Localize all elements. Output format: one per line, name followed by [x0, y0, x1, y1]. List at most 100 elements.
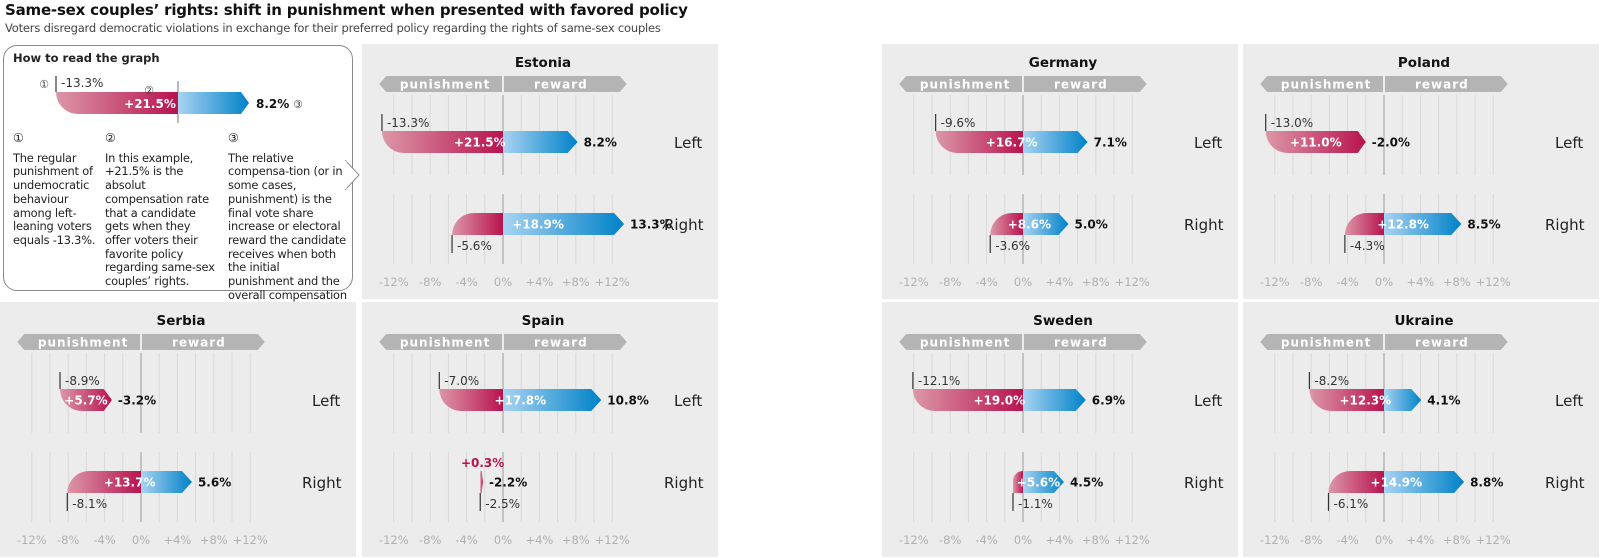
punishment-segment: [1309, 389, 1384, 411]
example-bar: ① -13.3% ② +21.5% 8.2% ③: [39, 76, 303, 123]
banner-reward-label: reward: [1054, 78, 1108, 92]
compensation-label: +8.6%: [1008, 218, 1051, 232]
tick-label: +12%: [1115, 533, 1150, 547]
row-label-right: Right: [1184, 474, 1224, 492]
note-2-marker: ②: [105, 131, 116, 145]
how-to-read-box: How to read the graph ① -13.3% ② +21.5% …: [3, 45, 353, 329]
tick-label: -4%: [93, 533, 115, 547]
punishment-label: -8.2%: [1314, 374, 1349, 388]
reward-segment: [1023, 213, 1069, 235]
tick-label: +12%: [233, 533, 268, 547]
example-final-label: 8.2%: [256, 97, 289, 111]
panel-title: Spain: [522, 313, 565, 329]
reward-segment: [1384, 471, 1465, 493]
reward-segment: [141, 471, 192, 493]
final-label: 5.6%: [198, 476, 231, 490]
tick-label: -12%: [899, 275, 929, 289]
final-label: 13.3%: [630, 218, 672, 232]
tick-label: -4%: [455, 275, 477, 289]
panel-spain: Spain punishment reward -12% -8% -4% 0% +4% +8% +…: [362, 302, 718, 557]
banner-punishment-label: punishment: [400, 336, 490, 350]
panel-chart: Ukraine punishment reward -12% -8% -4% 0% +4% +8…: [1260, 313, 1585, 547]
panel-chart: Sweden punishment reward -12% -8% -4% 0% +4% +8%…: [899, 313, 1224, 547]
banner-reward-label: reward: [1415, 336, 1469, 350]
tick-label: -8%: [1300, 533, 1322, 547]
final-label: 8.5%: [1467, 218, 1500, 232]
banner-reward-label: reward: [534, 78, 588, 92]
final-label: -2.0%: [1372, 136, 1410, 150]
punishment-segment: [1328, 471, 1384, 493]
row-label-right: Right: [1545, 216, 1585, 234]
final-label: 10.8%: [607, 394, 649, 408]
row-label-right: Right: [302, 474, 342, 492]
panel-ukraine: Ukraine punishment reward -12% -8% -4% 0% +4% +8…: [1243, 302, 1599, 557]
banner-punishment-label: punishment: [400, 78, 490, 92]
compensation-label: +5.6%: [1017, 476, 1060, 490]
punishment-label: -8.9%: [65, 374, 100, 388]
reward-segment: [1384, 389, 1422, 411]
row-label-left: Left: [1555, 134, 1583, 152]
tick-label: +8%: [1082, 533, 1110, 547]
example-punishment-segment: [56, 92, 178, 114]
row-label-left: Left: [312, 392, 340, 410]
punishment-segment: [1344, 213, 1384, 235]
row-label-left: Left: [1194, 134, 1222, 152]
tick-label: +8%: [562, 275, 590, 289]
punishment-label: -2.5%: [485, 497, 520, 511]
tick-label: -4%: [975, 533, 997, 547]
reward-segment: [1023, 389, 1086, 411]
marker-1: ①: [39, 78, 49, 91]
reward-segment: [503, 389, 602, 411]
compensation-label: +5.7%: [64, 394, 107, 408]
tick-label: -8%: [939, 275, 961, 289]
compensation-label: +12.3%: [1340, 394, 1392, 408]
compensation-label: +16.7%: [986, 136, 1038, 150]
tick-label: +4%: [525, 533, 553, 547]
panel-chart: Estonia punishment reward -12% -8% -4% 0% +4% +8…: [379, 55, 704, 289]
tick-label: +4%: [1406, 533, 1434, 547]
reward-segment: [1023, 471, 1064, 493]
final-label: 8.8%: [1470, 476, 1503, 490]
tick-label: +8%: [1082, 275, 1110, 289]
row-label-right: Right: [664, 474, 704, 492]
tick-label: -12%: [899, 533, 929, 547]
reward-segment: [1384, 213, 1462, 235]
panel-chart: Serbia punishment reward -12% -8% -4% 0% +4% +8%…: [17, 313, 342, 547]
panel-title: Germany: [1029, 55, 1098, 71]
final-label: -2.2%: [489, 476, 527, 490]
punishment-label: -8.1%: [72, 497, 107, 511]
panel-title: Poland: [1398, 55, 1450, 71]
punishment-segment: [381, 131, 503, 153]
punishment-label: -13.0%: [1271, 116, 1313, 130]
punishment-label: -7.0%: [444, 374, 479, 388]
banner-punishment-label: punishment: [920, 336, 1010, 350]
tick-label: +4%: [1045, 533, 1073, 547]
compensation-label: +17.8%: [494, 394, 546, 408]
panel-chart: Germany punishment reward -12% -8% -4% 0% +4% +8…: [899, 55, 1224, 289]
panel-sweden: Sweden punishment reward -12% -8% -4% 0% +4% +8%…: [882, 302, 1238, 557]
tick-label: +4%: [1406, 275, 1434, 289]
tick-label: 0%: [1014, 275, 1032, 289]
panel-poland: Poland punishment reward -12% -8% -4% 0% +4% +8%…: [1243, 44, 1599, 299]
panel-title: Sweden: [1033, 313, 1093, 329]
banner-reward: [504, 334, 627, 350]
compensation-label: +13.7%: [104, 476, 156, 490]
tick-label: 0%: [1375, 275, 1393, 289]
tick-label: +8%: [1443, 275, 1471, 289]
tick-label: +4%: [525, 275, 553, 289]
tick-label: -12%: [1260, 533, 1290, 547]
note-1-text: The regular punishment of undemocratic b…: [13, 150, 96, 247]
banner-punishment: [1260, 76, 1383, 92]
how-to-read-pointer: [345, 160, 360, 190]
tick-label: 0%: [494, 275, 512, 289]
note-2-text: In this example, +21.5% is the absolut c…: [105, 150, 215, 289]
example-punishment-label: -13.3%: [61, 76, 103, 90]
panel-germany: Germany punishment reward -12% -8% -4% 0% +4% +8…: [882, 44, 1238, 299]
final-label: 5.0%: [1075, 218, 1108, 232]
tick-label: +12%: [1476, 275, 1511, 289]
punishment-label: -9.6%: [941, 116, 976, 130]
final-label: 4.5%: [1070, 476, 1103, 490]
reward-segment: [503, 213, 625, 235]
panel-chart: Poland punishment reward -12% -8% -4% 0% +4% +8%…: [1260, 55, 1585, 289]
row-label-left: Left: [674, 392, 702, 410]
